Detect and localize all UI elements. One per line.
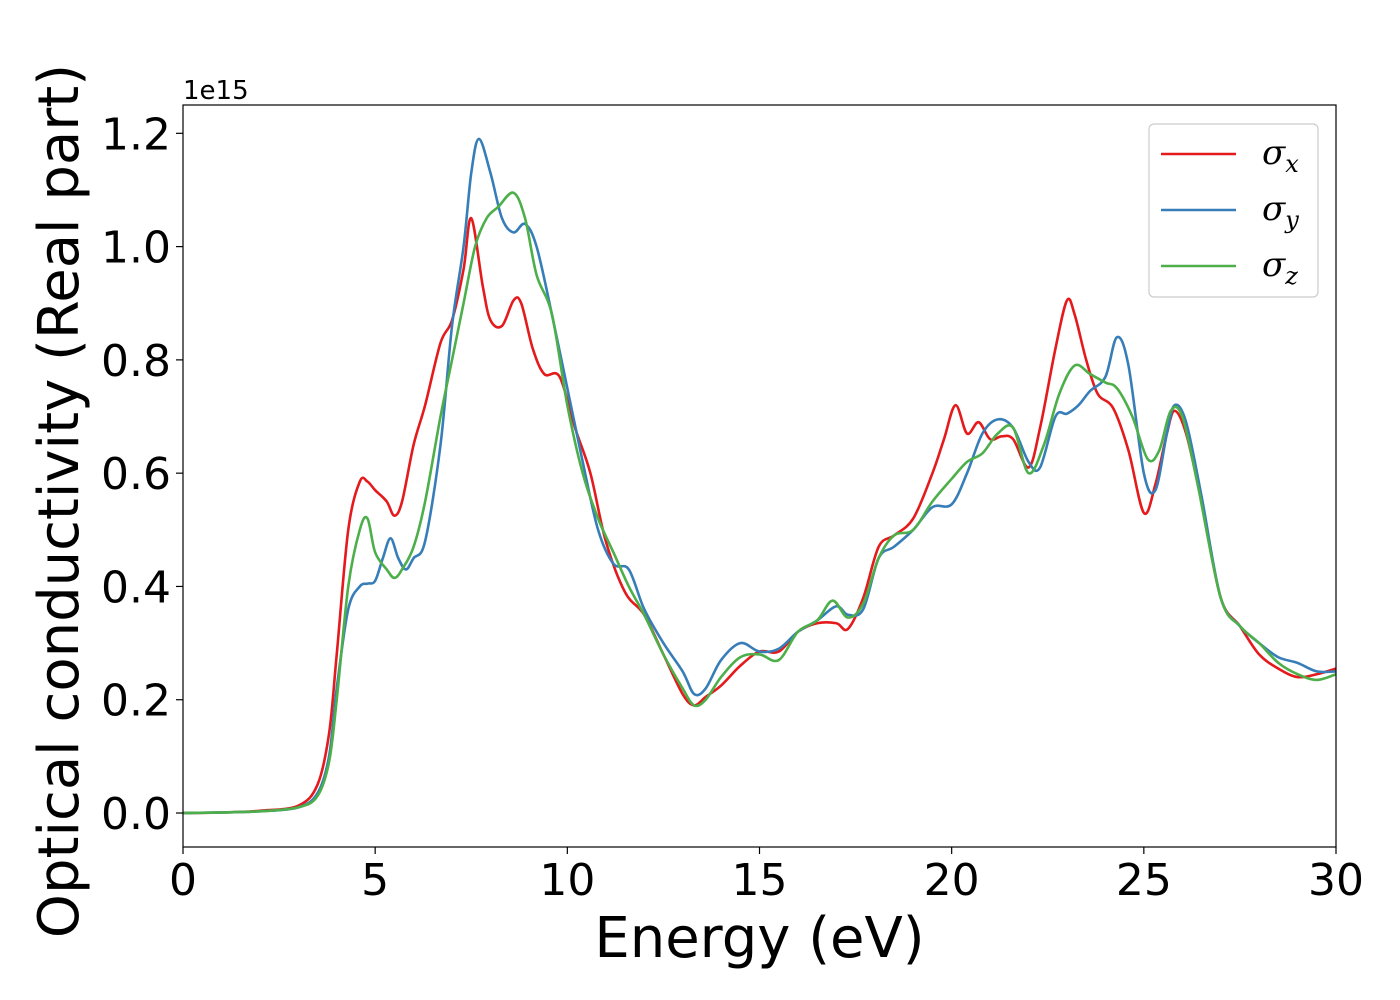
series-line-y (183, 137, 1336, 815)
x-tick-label: 0 (169, 855, 197, 906)
legend-label-x: σx (1262, 133, 1299, 178)
legend-label-y: σy (1262, 189, 1299, 234)
x-tick-label: 20 (924, 855, 980, 906)
x-tick-label: 5 (361, 855, 389, 906)
series-lines (183, 137, 1336, 815)
y-tick-label: 1.0 (101, 223, 171, 274)
x-tick-label: 25 (1116, 855, 1172, 906)
legend: σx σy σz (1148, 123, 1319, 298)
y-tick-label: 0.2 (101, 676, 171, 727)
series-line-z (183, 191, 1336, 815)
y-tick-label: 1.2 (101, 109, 171, 160)
y-offset-label: 1e15 (183, 76, 249, 106)
y-tick-label: 0.0 (101, 789, 171, 840)
legend-label-z: σz (1262, 245, 1298, 290)
x-axis: 0 5 10 15 20 25 30 (169, 847, 1364, 906)
x-axis-title: Energy (eV) (594, 906, 924, 971)
y-tick-label: 0.4 (101, 562, 171, 613)
y-axis-title: Optical conductivity (Real part) (27, 64, 92, 938)
y-tick-label: 0.8 (101, 336, 171, 387)
x-tick-label: 30 (1308, 855, 1364, 906)
x-tick-label: 15 (732, 855, 788, 906)
y-tick-label: 0.6 (101, 449, 171, 500)
y-axis: 0.0 0.2 0.4 0.6 0.8 1.0 1.2 (101, 109, 183, 840)
x-tick-label: 10 (539, 855, 595, 906)
